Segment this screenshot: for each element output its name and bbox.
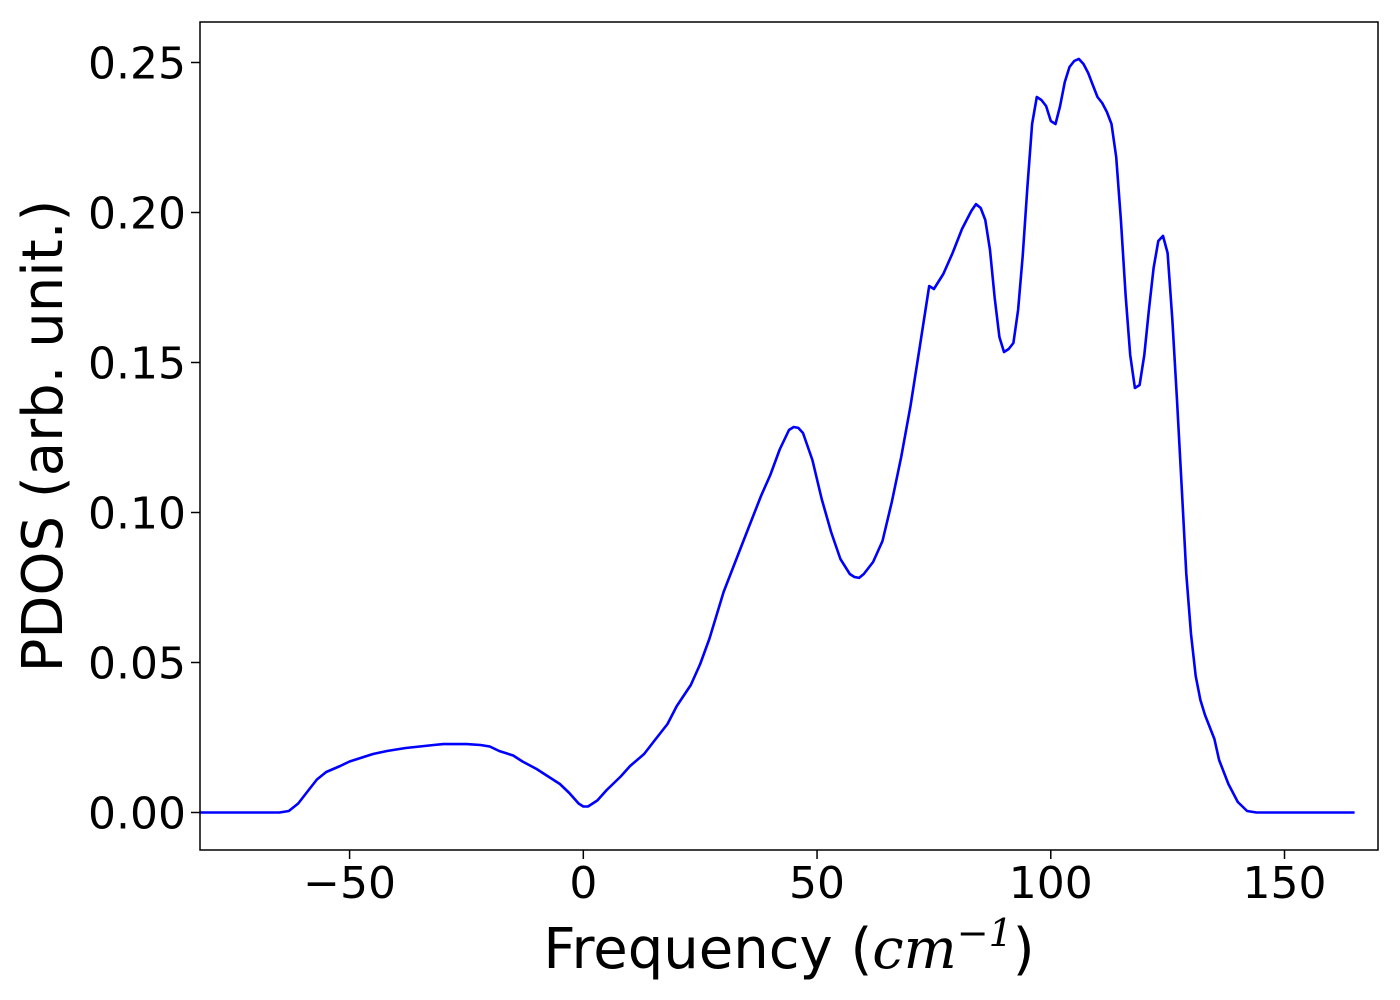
plot-frame [199, 21, 1379, 851]
x-tick-label: 0 [569, 858, 597, 909]
x-axis-label: Frequency (cm−1) [543, 911, 1034, 982]
y-tick-label: 0.05 [88, 639, 186, 690]
y-axis-label: PDOS (arb. unit.) [11, 200, 76, 673]
y-tick-label: 0.00 [88, 789, 186, 840]
x-tick-label: −50 [303, 858, 396, 909]
pdos-series-line [200, 57, 1355, 814]
x-axis-ticks: −50 0 50 100 150 [303, 850, 1327, 909]
y-tick-label: 0.20 [88, 189, 186, 240]
y-tick-label: 0.25 [88, 39, 186, 90]
y-tick-label: 0.10 [88, 489, 186, 540]
y-tick-label: 0.15 [88, 339, 186, 390]
y-axis-ticks: 0.00 0.05 0.10 0.15 0.20 0.25 [88, 39, 200, 840]
plot-area [200, 57, 1355, 814]
x-tick-label: 50 [789, 858, 845, 909]
x-tick-label: 100 [1009, 858, 1093, 909]
x-tick-label: 150 [1243, 858, 1327, 909]
